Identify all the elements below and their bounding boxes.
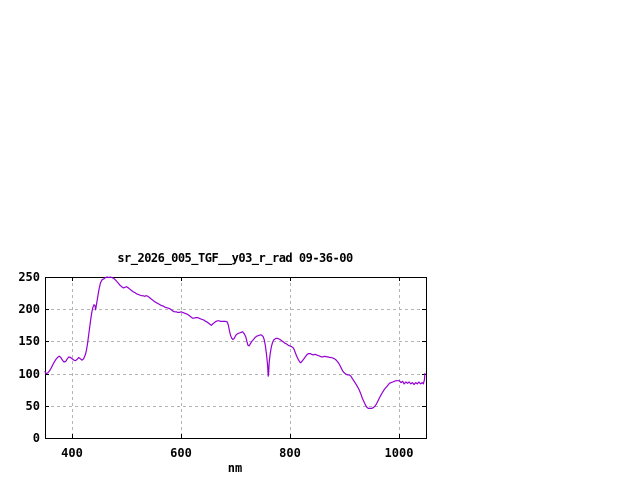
x-tick-label: 800 [279, 446, 301, 460]
y-tick-label: 200 [18, 302, 40, 316]
y-tick-label: 150 [18, 334, 40, 348]
grid [45, 277, 426, 438]
x-tick-label: 1000 [384, 446, 414, 460]
y-tick-label: 0 [32, 431, 40, 445]
chart-title: sr_2026_005_TGF__y03_r_rad 09-36-00 [117, 251, 353, 265]
y-tick-label: 50 [25, 399, 40, 413]
spectral-curve-line [44, 276, 426, 409]
y-tick-label: 250 [18, 270, 40, 284]
y-tick-label: 100 [18, 367, 40, 381]
spectral-curve [44, 276, 426, 409]
x-axis-label: nm [227, 461, 243, 475]
axis-ticks [45, 277, 426, 439]
x-tick-label: 600 [170, 446, 192, 460]
x-tick-label: 400 [61, 446, 83, 460]
plot-border [45, 277, 427, 439]
